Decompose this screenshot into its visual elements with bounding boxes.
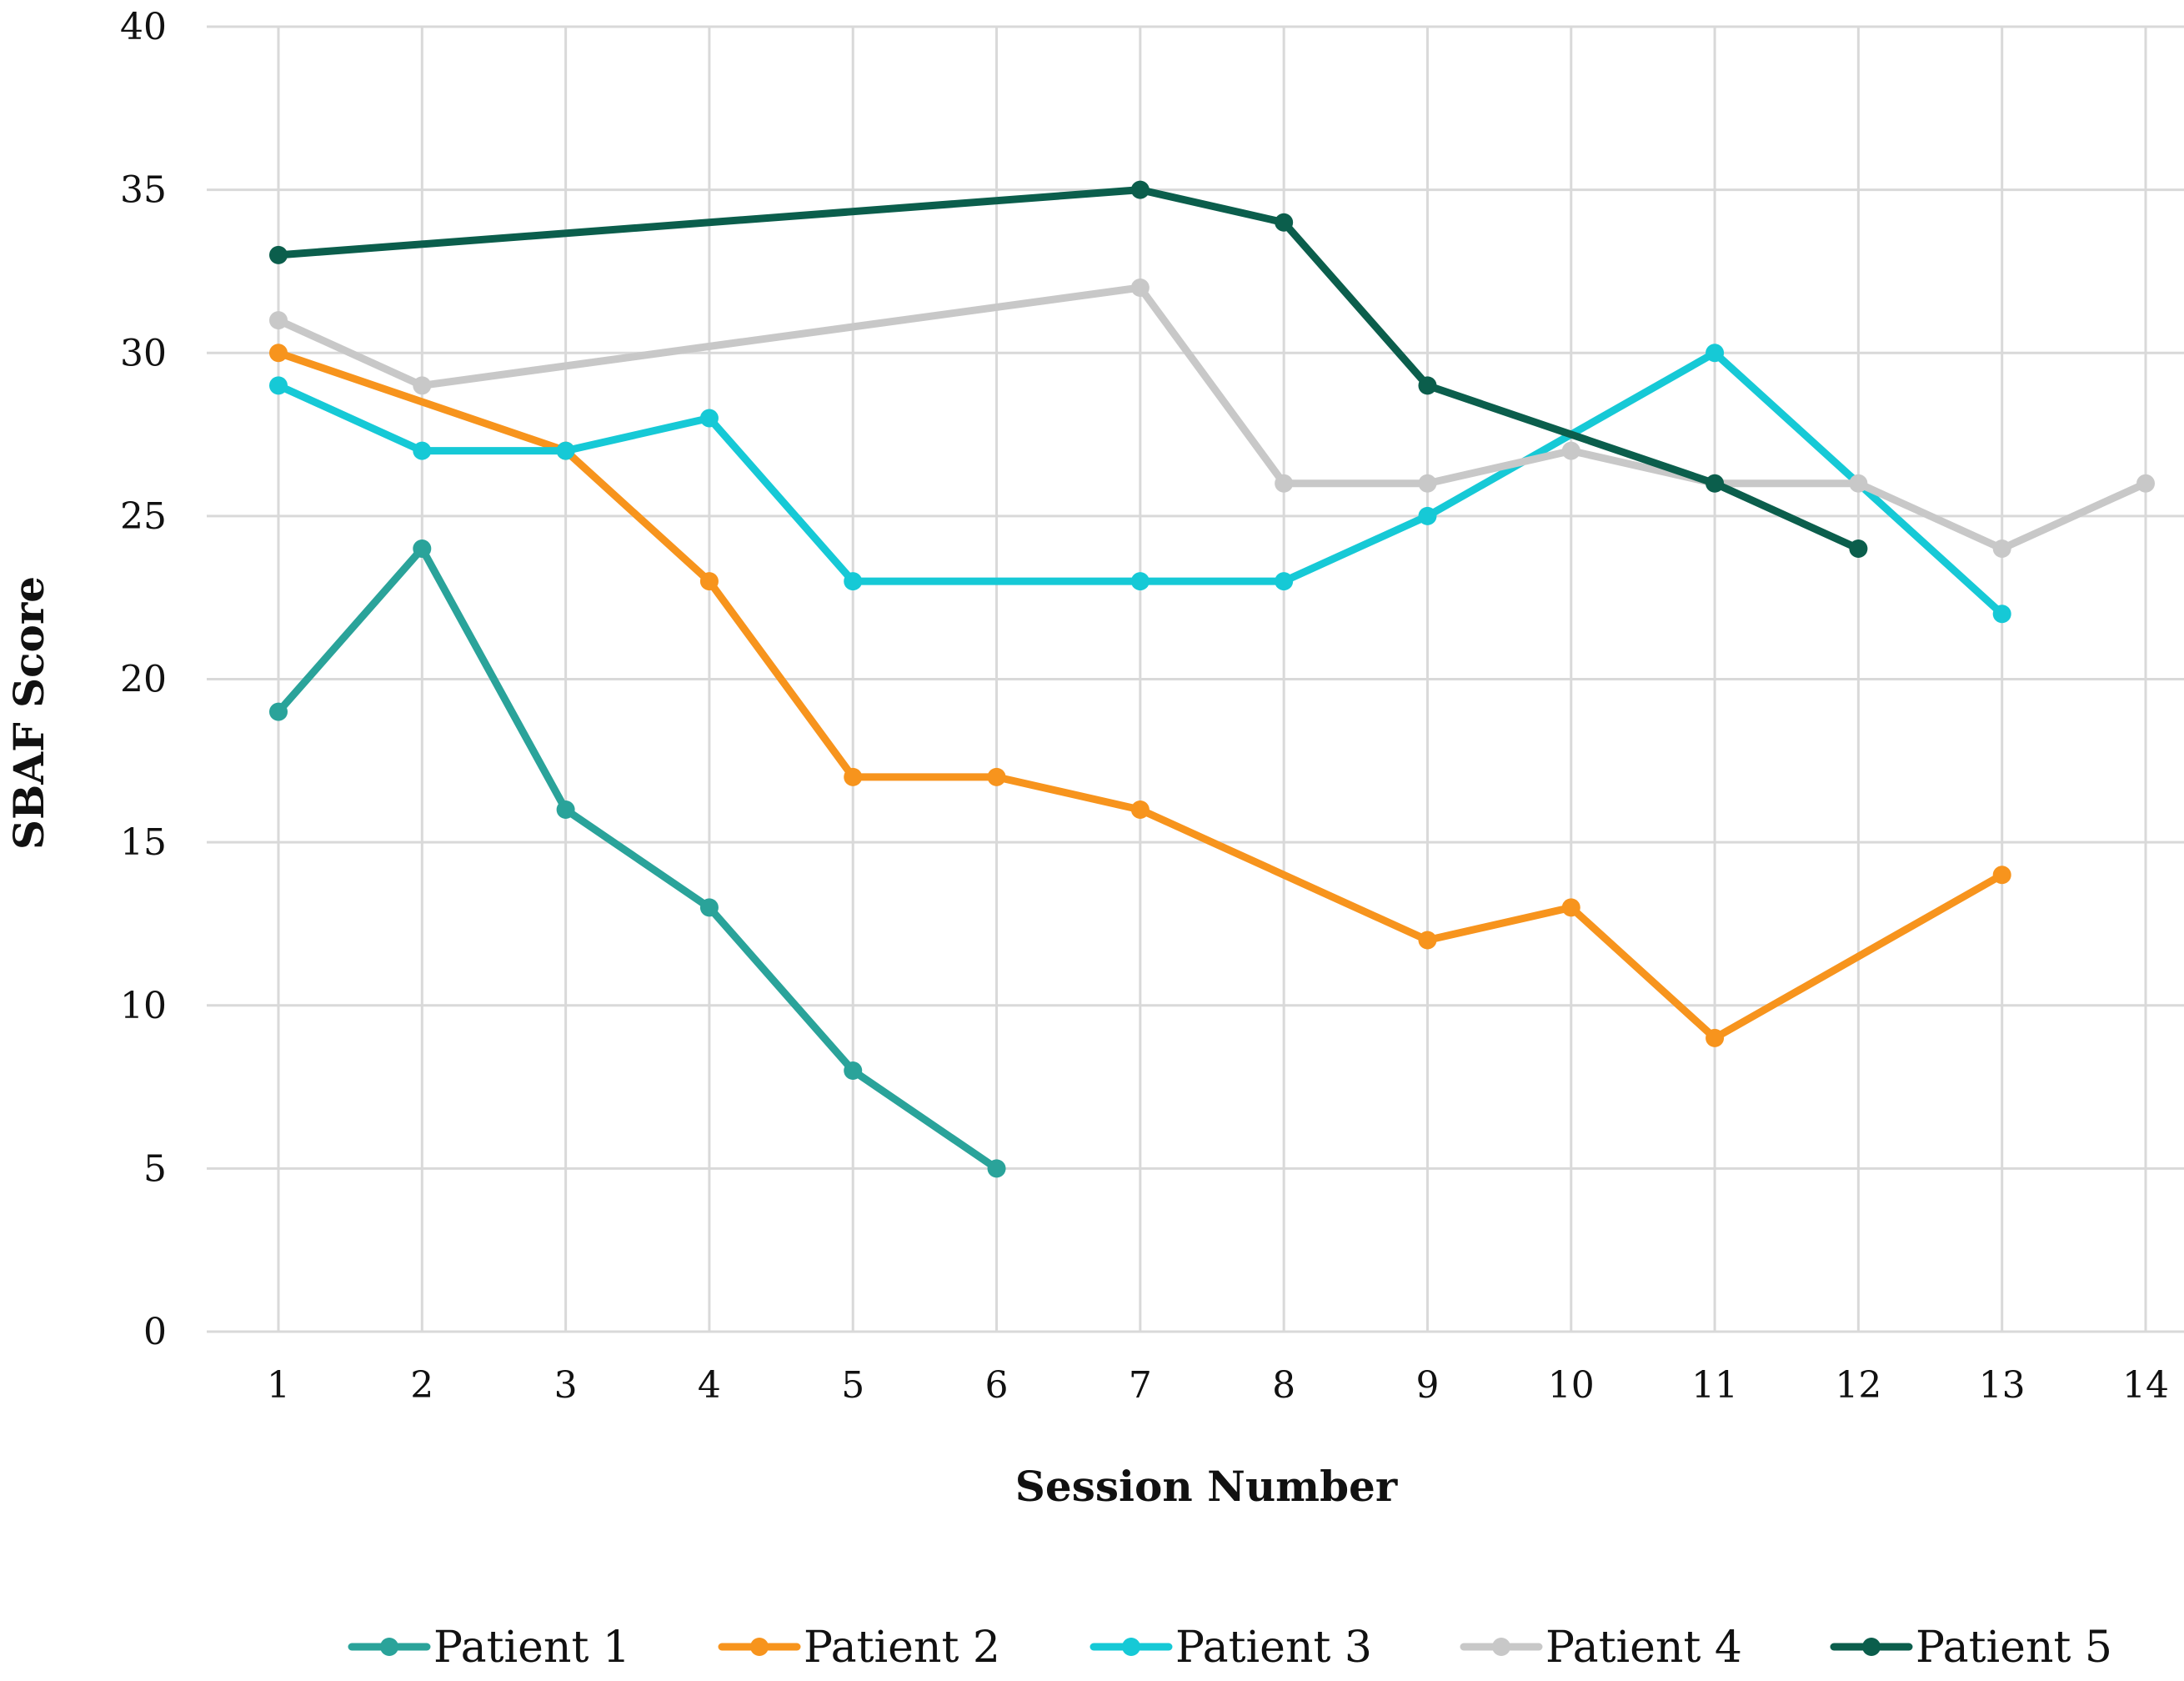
legend-swatch-marker <box>1862 1638 1881 1656</box>
data-point <box>699 898 719 917</box>
data-point <box>556 441 575 460</box>
data-point <box>1130 800 1150 819</box>
data-point <box>1418 506 1437 525</box>
y-tick-label: 35 <box>120 169 167 212</box>
series-1 <box>269 539 1006 1178</box>
x-tick-label: 2 <box>410 1364 433 1407</box>
data-point <box>1275 213 1294 232</box>
data-point <box>1849 474 1868 493</box>
data-point <box>413 441 432 460</box>
data-point <box>1130 572 1150 591</box>
y-tick-label: 10 <box>120 985 167 1027</box>
legend-swatch-marker <box>750 1638 769 1656</box>
data-point <box>269 376 288 395</box>
series-line <box>274 284 2150 553</box>
data-point <box>1418 376 1437 395</box>
legend-label: Patient 2 <box>804 1623 1000 1673</box>
series-line <box>274 186 1862 553</box>
data-point <box>1706 474 1725 493</box>
legend-swatch-marker <box>1492 1638 1510 1656</box>
data-point <box>987 767 1006 786</box>
data-point <box>1992 539 2011 558</box>
series-4 <box>269 278 2155 558</box>
x-tick-label: 11 <box>1691 1364 1738 1407</box>
data-point <box>1418 931 1437 950</box>
data-point <box>1275 474 1294 493</box>
data-point <box>1992 605 2011 624</box>
legend: Patient 1 Patient 2 Patient 3 Patient 4 Pati… <box>348 1623 2112 1673</box>
data-point <box>987 1159 1006 1178</box>
x-axis-ticks: 1 2 3 4 5 6 7 8 9 10 11 12 13 14 <box>267 1364 2169 1407</box>
data-point <box>844 767 863 786</box>
series-5 <box>269 180 1868 558</box>
data-point <box>269 344 288 363</box>
x-tick-label: 7 <box>1129 1364 1152 1407</box>
y-axis-title: SBAF Score <box>4 576 53 850</box>
series-lines <box>269 180 2155 1178</box>
data-point <box>1706 1028 1725 1047</box>
x-tick-label: 6 <box>985 1364 1009 1407</box>
y-tick-label: 30 <box>120 332 167 374</box>
x-axis-title: Session Number <box>1015 1462 1398 1511</box>
legend-swatch-marker <box>1122 1638 1140 1656</box>
x-tick-label: 9 <box>1415 1364 1439 1407</box>
legend-label: Patient 1 <box>433 1623 630 1673</box>
data-point <box>2136 474 2155 493</box>
y-tick-label: 0 <box>143 1311 167 1353</box>
y-axis-ticks: 0 5 10 15 20 25 30 35 40 <box>120 6 167 1353</box>
data-point <box>1561 898 1580 917</box>
y-tick-label: 15 <box>120 821 167 864</box>
series-line <box>274 544 1001 1172</box>
data-point <box>699 572 719 591</box>
y-tick-label: 5 <box>143 1147 167 1190</box>
data-point <box>1992 866 2011 885</box>
legend-label: Patient 5 <box>1916 1623 2112 1673</box>
data-point <box>1418 474 1437 493</box>
data-point <box>1130 278 1150 297</box>
x-tick-label: 10 <box>1548 1364 1595 1407</box>
data-point <box>413 376 432 395</box>
data-point <box>269 311 288 330</box>
data-point <box>1849 539 1868 558</box>
x-tick-label: 4 <box>698 1364 721 1407</box>
data-point <box>269 245 288 264</box>
data-point <box>1561 441 1580 460</box>
series-line <box>274 349 2006 1042</box>
legend-label: Patient 3 <box>1175 1623 1372 1673</box>
gridlines <box>207 25 2184 1333</box>
data-point <box>556 800 575 819</box>
legend-item: Patient 2 <box>718 1623 1000 1673</box>
data-point <box>699 409 719 428</box>
legend-label: Patient 4 <box>1545 1623 1742 1673</box>
data-point <box>844 572 863 591</box>
data-point <box>413 539 432 558</box>
data-point <box>1706 344 1725 363</box>
legend-item: Patient 5 <box>1830 1623 2112 1673</box>
data-point <box>1275 572 1294 591</box>
x-tick-label: 14 <box>2122 1364 2169 1407</box>
x-tick-label: 1 <box>267 1364 290 1407</box>
legend-item: Patient 3 <box>1089 1623 1372 1673</box>
x-tick-label: 13 <box>1979 1364 2026 1407</box>
data-point <box>1130 180 1150 199</box>
y-tick-label: 25 <box>120 495 167 538</box>
x-tick-label: 5 <box>841 1364 864 1407</box>
legend-swatch-marker <box>380 1638 398 1656</box>
legend-item: Patient 1 <box>348 1623 630 1673</box>
y-tick-label: 20 <box>120 659 167 701</box>
x-tick-label: 3 <box>554 1364 578 1407</box>
data-point <box>269 702 288 721</box>
legend-item: Patient 4 <box>1460 1623 1742 1673</box>
x-tick-label: 12 <box>1835 1364 1881 1407</box>
x-tick-label: 8 <box>1272 1364 1295 1407</box>
data-point <box>844 1061 863 1080</box>
y-tick-label: 40 <box>120 6 167 48</box>
